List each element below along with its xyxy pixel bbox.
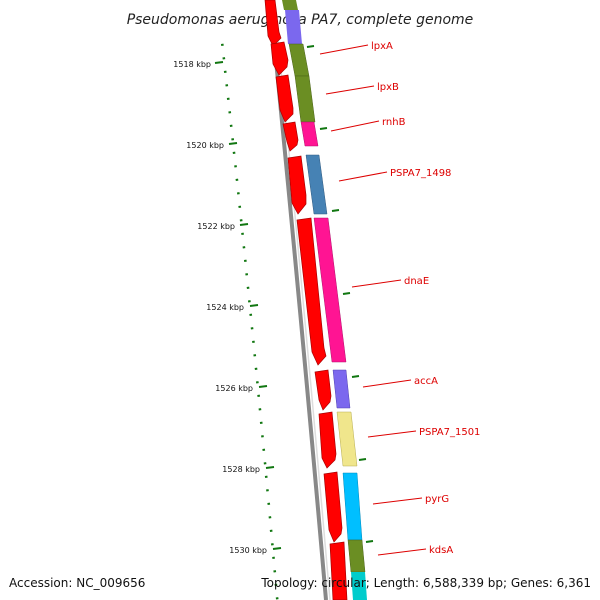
leader-line <box>377 548 427 556</box>
cds-arrow[interactable] <box>323 471 343 543</box>
gene-band-kdsa[interactable] <box>347 539 366 573</box>
label-leaders <box>319 44 427 556</box>
cds-arrow[interactable] <box>275 74 294 123</box>
gene-label[interactable]: dnaE <box>404 276 429 287</box>
leader-line <box>338 171 388 182</box>
cds-track <box>264 0 348 600</box>
gene-label[interactable]: PSPA7_1501 <box>419 427 480 438</box>
cds-arrow[interactable] <box>282 121 299 152</box>
leader-line <box>325 85 375 95</box>
accession-text: Accession: NC_009656 <box>9 576 145 590</box>
gene-band-acca[interactable] <box>332 369 351 409</box>
gene-label[interactable]: rnhB <box>382 117 406 128</box>
cds-arrow[interactable] <box>329 541 348 600</box>
gene-band-track <box>282 0 367 600</box>
cds-arrow[interactable] <box>270 41 289 76</box>
tick-label: 1518 kbp <box>173 60 211 69</box>
gene-band-rnhb[interactable] <box>300 121 319 147</box>
leader-line <box>362 379 412 388</box>
tick-mark <box>214 61 224 64</box>
leader-line <box>351 279 402 288</box>
gene-mark <box>342 292 351 295</box>
gene-band-bottom[interactable] <box>351 572 367 600</box>
tick-label: 1524 kbp <box>206 303 244 312</box>
tick-mark <box>228 142 238 145</box>
gene-band-dnae[interactable] <box>313 217 347 363</box>
gene-label[interactable]: kdsA <box>429 545 453 556</box>
tick-label: 1528 kbp <box>222 465 260 474</box>
tick-group: 1518 kbp 1520 kbp 1522 kbp 1524 kbp 1526… <box>173 60 282 555</box>
tick-mark <box>265 466 275 469</box>
gene-mark <box>365 540 374 543</box>
gene-label[interactable]: PSPA7_1498 <box>390 168 451 179</box>
gene-mark <box>319 127 328 130</box>
cds-arrow[interactable] <box>296 217 327 366</box>
gene-band-lpxa[interactable] <box>288 43 310 77</box>
gene-label[interactable]: accA <box>414 376 438 387</box>
cds-arrow[interactable] <box>318 411 337 469</box>
tick-label: 1520 kbp <box>186 141 224 150</box>
gene-band-lpxb[interactable] <box>294 75 316 123</box>
gene-label[interactable]: lpxB <box>377 82 399 93</box>
tick-label: 1522 kbp <box>197 222 235 231</box>
tick-mark <box>258 385 268 388</box>
map-title: Pseudomonas aeruginosa PA7, complete gen… <box>127 12 474 28</box>
gene-label[interactable]: lpxA <box>371 41 393 52</box>
tick-label: 1526 kbp <box>215 384 253 393</box>
gene-band-pspa7-1498[interactable] <box>305 154 328 215</box>
gene-band-pyrg[interactable] <box>342 472 363 541</box>
gene-label[interactable]: pyrG <box>425 494 449 505</box>
cds-arrow[interactable] <box>264 0 282 47</box>
gene-marks <box>306 45 374 543</box>
topology-text: Topology: circular; Length: 6,588,339 bp… <box>260 576 591 590</box>
cds-arrow[interactable] <box>287 155 307 215</box>
gene-band-pspa7-1501[interactable] <box>336 411 358 467</box>
leader-line <box>372 497 423 505</box>
tick-label: 1530 kbp <box>229 546 267 555</box>
tick-mark <box>249 304 259 307</box>
gene-labels: lpxA lpxB rnhB PSPA7_1498 dnaE accA PSPA… <box>371 41 480 556</box>
leader-line <box>330 120 380 132</box>
cds-arrow[interactable] <box>314 369 332 411</box>
gene-mark <box>358 458 367 461</box>
gene-mark <box>306 45 315 48</box>
tick-mark <box>239 223 249 226</box>
gene-band-top[interactable] <box>285 10 302 44</box>
gene-mark <box>351 375 360 378</box>
scale-axis <box>220 43 279 600</box>
leader-line <box>319 44 369 55</box>
gene-band-top[interactable] <box>282 0 298 10</box>
leader-line <box>367 430 417 438</box>
tick-mark <box>272 547 282 550</box>
gene-mark <box>331 209 340 212</box>
